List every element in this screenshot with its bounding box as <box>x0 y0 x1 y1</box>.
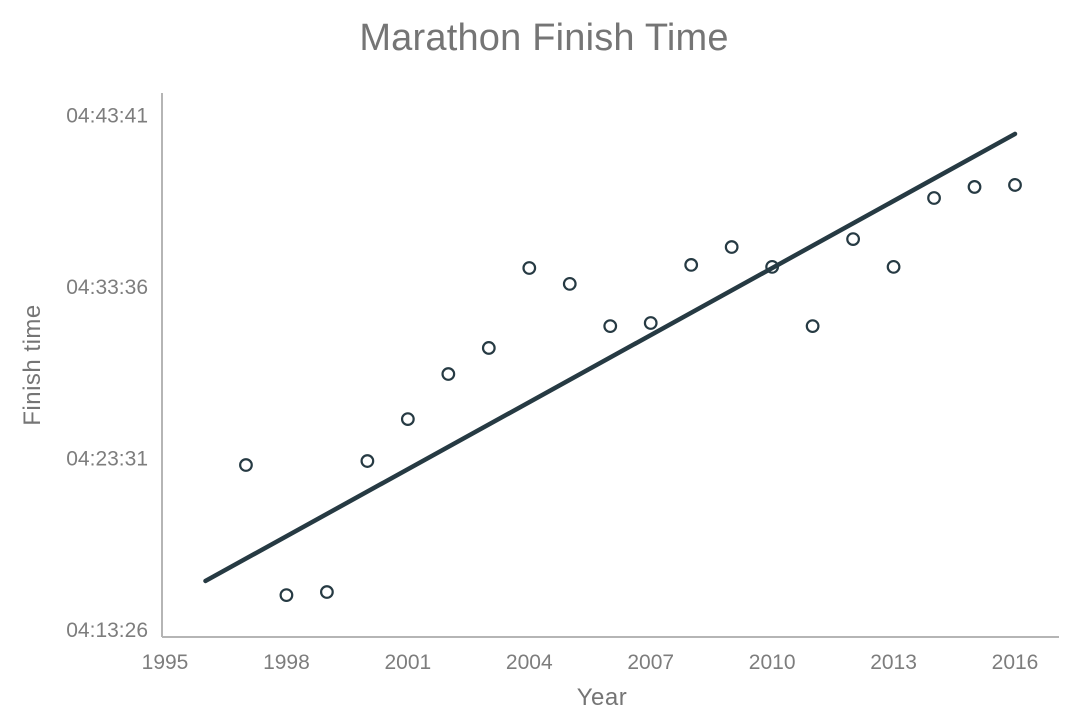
data-point <box>805 319 820 334</box>
data-point <box>886 259 901 274</box>
data-point <box>562 276 577 291</box>
data-point <box>481 341 496 355</box>
x-tick-label: 2004 <box>506 651 553 674</box>
data-point <box>400 412 415 426</box>
data-point <box>765 259 780 274</box>
x-tick-label: 1995 <box>142 651 189 674</box>
data-point <box>967 180 982 194</box>
data-point <box>724 240 739 254</box>
data-points <box>239 178 1022 603</box>
data-point <box>927 191 941 205</box>
x-tick-label: 2010 <box>749 651 796 674</box>
data-point <box>1008 178 1022 192</box>
x-tick-label: 2016 <box>992 651 1039 674</box>
data-point <box>603 319 618 334</box>
data-point <box>239 458 253 472</box>
data-point <box>522 261 537 275</box>
y-tick-label: 04:33:36 <box>66 276 148 299</box>
x-tick-label: 1998 <box>263 651 310 674</box>
x-tick-label: 2007 <box>627 651 674 674</box>
y-tick-labels: 04:43:41 04:33:36 04:23:31 04:13:26 <box>66 105 148 643</box>
trend-line <box>203 131 1018 584</box>
chart-title: Marathon Finish Time <box>359 17 729 59</box>
x-axis-title: Year <box>576 684 628 711</box>
y-tick-label: 04:43:41 <box>66 105 148 128</box>
data-point <box>441 367 456 381</box>
y-tick-label: 04:13:26 <box>66 619 148 642</box>
x-tick-labels: 1995 1998 2001 2004 2007 2010 2013 2016 <box>142 651 1039 674</box>
data-point <box>279 588 294 603</box>
data-point <box>320 585 334 599</box>
y-tick-label: 04:23:31 <box>66 448 148 471</box>
data-point <box>684 257 699 272</box>
data-point <box>643 316 658 330</box>
data-point <box>360 454 375 468</box>
x-tick-label: 2013 <box>870 651 917 674</box>
x-tick-label: 2001 <box>384 651 431 674</box>
data-point <box>846 232 860 246</box>
